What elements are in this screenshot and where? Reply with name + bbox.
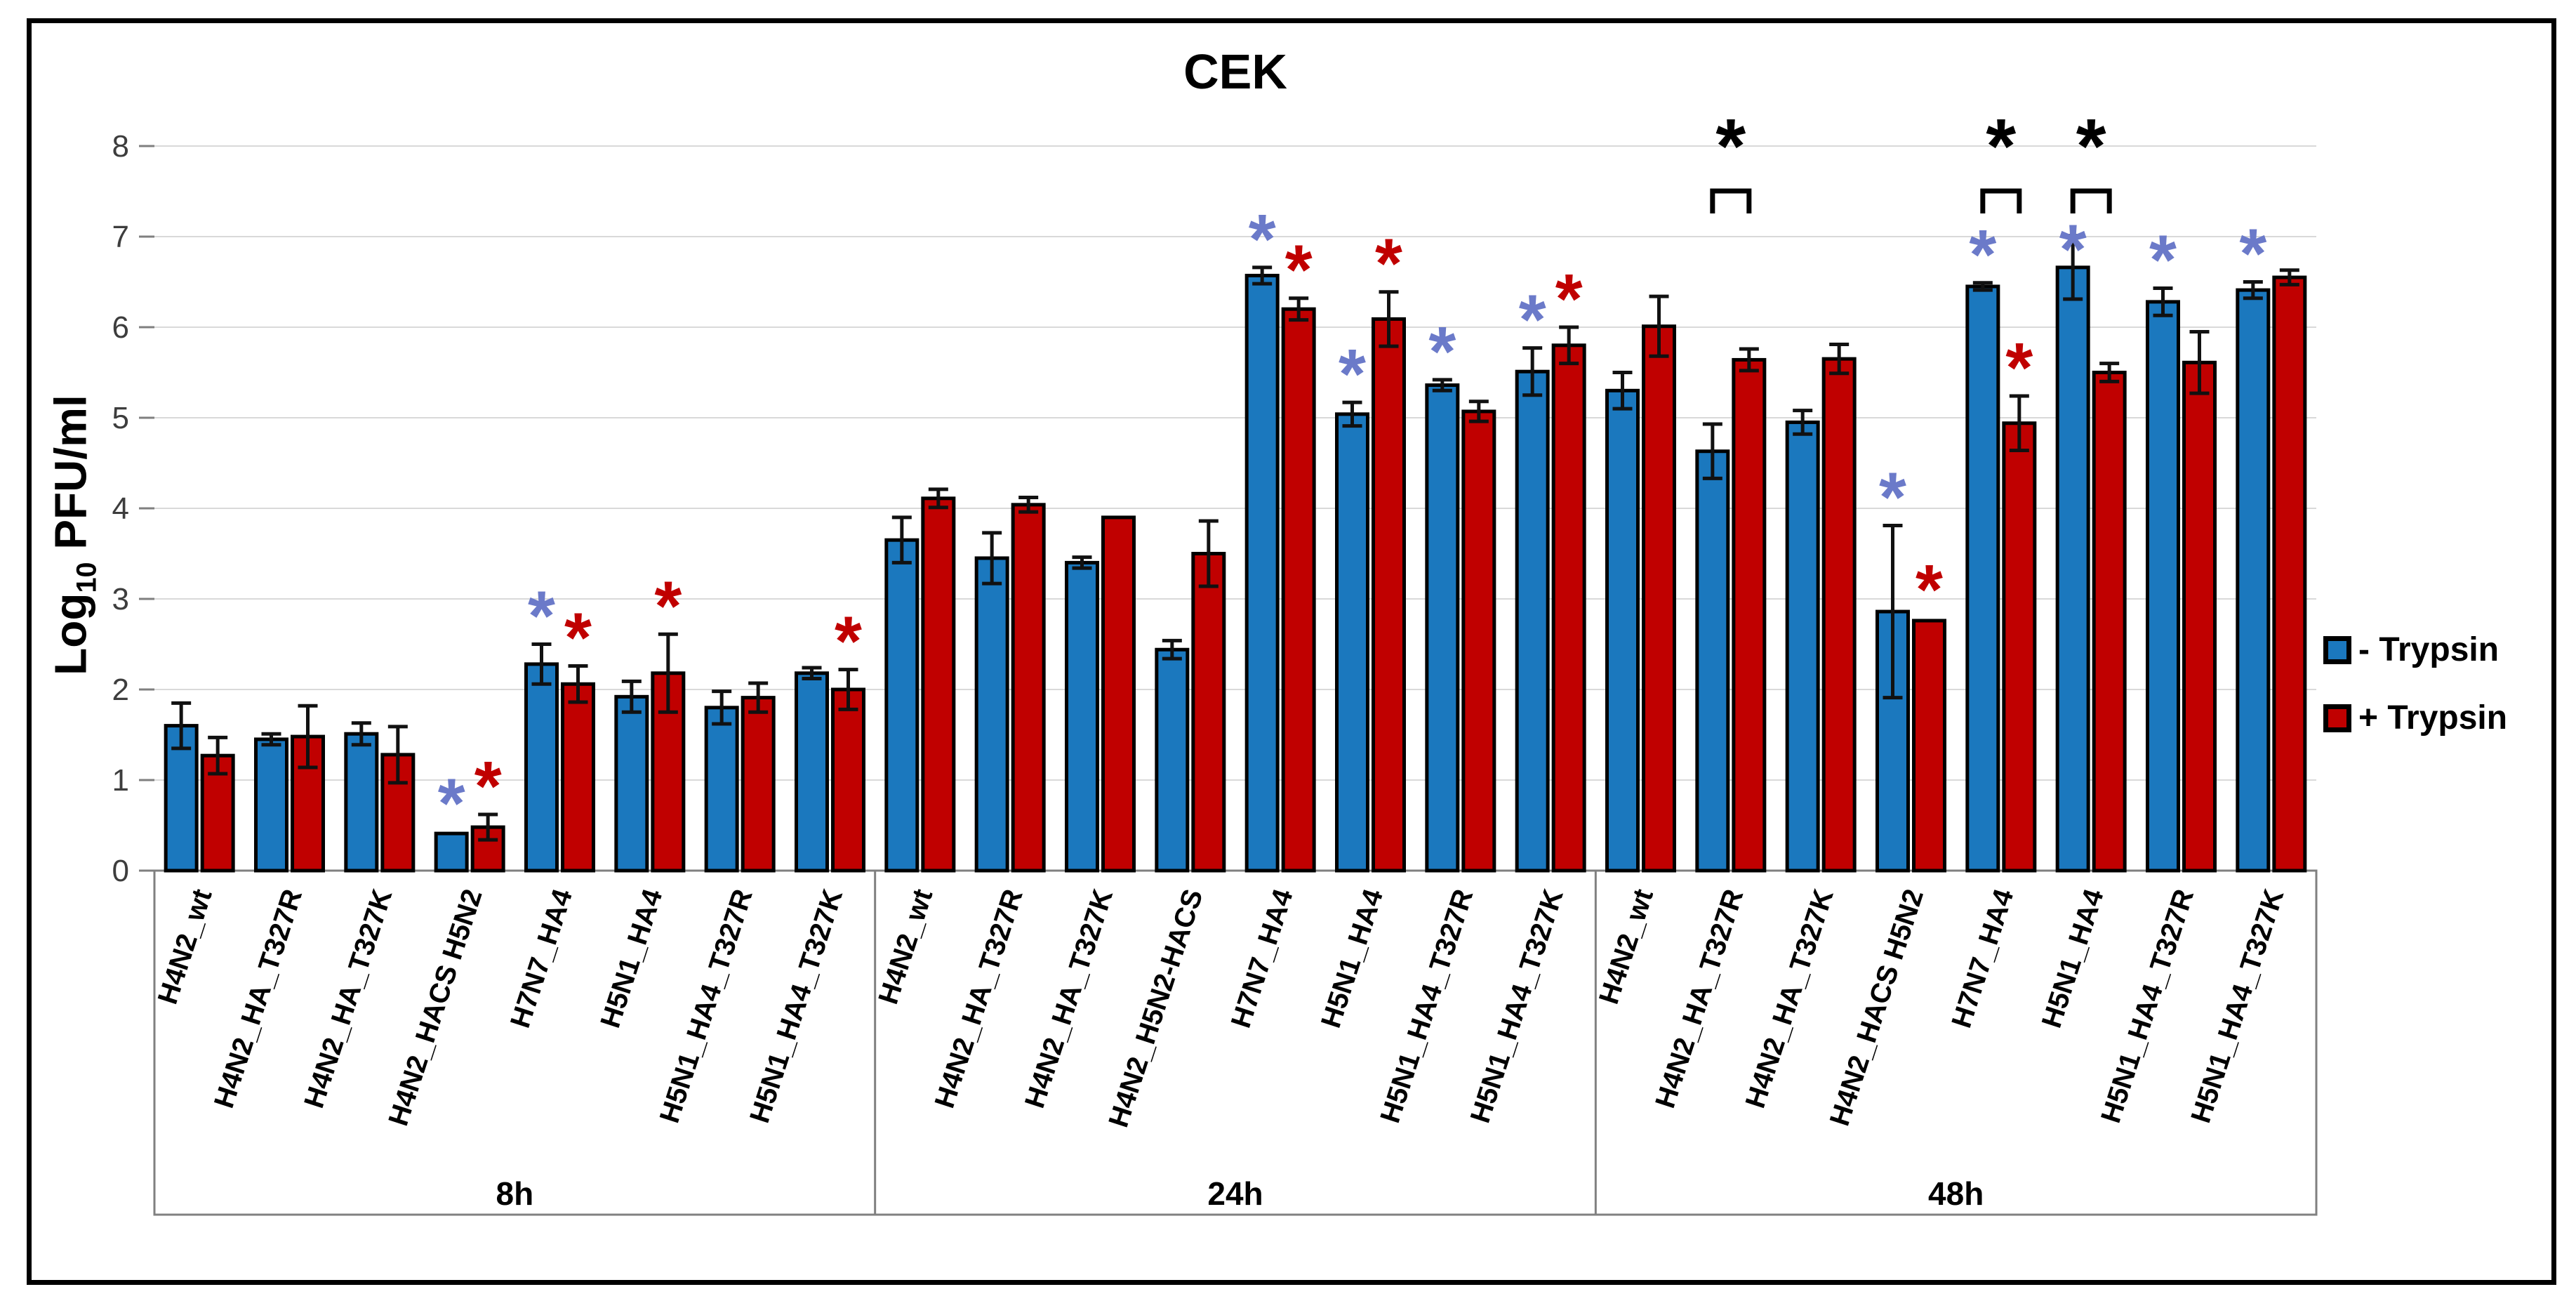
y-axis-title-subscript: 10 [71, 562, 102, 593]
y-tick-label: 6 [112, 310, 129, 345]
significance-asterisk: * [1249, 200, 1276, 279]
significance-bracket [1710, 188, 1752, 213]
significance-asterisk: * [438, 765, 465, 843]
significance-asterisk: * [1519, 281, 1546, 359]
significance-bracket [2070, 188, 2112, 213]
significance-asterisk: * [835, 602, 862, 681]
y-axis-title-units: PFU/ml [45, 395, 96, 562]
bar-plus-trypsin [1101, 515, 1136, 873]
significance-asterisk: * [564, 598, 592, 677]
y-tick-label: 1 [112, 763, 129, 798]
bar-plus-trypsin [561, 682, 595, 873]
figure-border [27, 18, 2556, 1285]
significance-asterisk-black: * [1715, 103, 1746, 190]
y-tick-label: 5 [112, 401, 129, 435]
bar-minus-trypsin [1695, 449, 1730, 873]
bar-minus-trypsin [1425, 383, 1460, 873]
chart-title: CEK [1183, 44, 1287, 99]
significance-bracket [1980, 188, 2022, 213]
bar-minus-trypsin [884, 538, 919, 873]
legend-swatch-minus-trypsin [2323, 635, 2351, 664]
significance-asterisk: * [2149, 221, 2177, 300]
y-tick-label: 0 [112, 854, 129, 888]
significance-asterisk: * [474, 747, 502, 826]
legend-item-plus-trypsin: + Trypsin [2323, 699, 2507, 737]
y-axis-title: Log10 PFU/ml [45, 395, 103, 675]
significance-asterisk: * [528, 577, 555, 656]
bar-minus-trypsin [2146, 300, 2180, 873]
bar-minus-trypsin [1244, 273, 1280, 873]
significance-asterisk: * [1916, 550, 1943, 629]
bar-plus-trypsin [1461, 409, 1496, 873]
significance-asterisk: * [1375, 225, 1402, 303]
significance-asterisk-black: * [1986, 103, 2016, 190]
y-tick-label: 7 [112, 220, 129, 254]
bar-minus-trypsin [974, 556, 1009, 873]
y-tick-label: 3 [112, 582, 129, 616]
bar-plus-trypsin [2272, 275, 2307, 873]
bar-plus-trypsin [2002, 421, 2037, 873]
y-tick-label: 4 [112, 491, 129, 526]
legend-item-minus-trypsin: - Trypsin [2323, 631, 2507, 669]
group-label: 8h [496, 1175, 533, 1212]
category-label-box [153, 869, 2318, 1216]
bar-minus-trypsin [795, 671, 829, 873]
bar-minus-trypsin [1785, 420, 1820, 873]
significance-asterisk: * [1428, 312, 1456, 391]
significance-asterisk: * [1339, 335, 1366, 414]
bar-minus-trypsin [254, 737, 288, 873]
bar-minus-trypsin [2236, 288, 2271, 873]
bar-minus-trypsin [1155, 647, 1190, 873]
significance-asterisk: * [1555, 260, 1583, 338]
y-axis-title-text: Log [45, 593, 96, 675]
bar-plus-trypsin [2182, 360, 2217, 873]
significance-asterisk: * [2059, 211, 2087, 289]
group-label: 24h [1207, 1175, 1263, 1212]
group-label: 48h [1928, 1175, 1984, 1212]
legend-swatch-plus-trypsin [2323, 704, 2351, 732]
bar-minus-trypsin [2055, 265, 2090, 873]
significance-asterisk: * [2239, 215, 2266, 293]
bar-plus-trypsin [1732, 357, 1767, 873]
significance-asterisk: * [1879, 458, 1906, 537]
bar-plus-trypsin [1372, 317, 1406, 873]
bar-plus-trypsin [1912, 619, 1946, 873]
y-tick-label: 2 [112, 673, 129, 707]
bar-minus-trypsin [434, 831, 469, 873]
significance-asterisk: * [2005, 329, 2033, 407]
significance-asterisk: * [1285, 231, 1313, 310]
legend-label-plus-trypsin: + Trypsin [2358, 699, 2508, 737]
bar-minus-trypsin [1515, 369, 1550, 873]
bar-plus-trypsin [2092, 371, 2127, 873]
significance-asterisk: * [654, 567, 682, 645]
legend-label-minus-trypsin: - Trypsin [2358, 631, 2499, 668]
y-tick-label: 8 [112, 129, 129, 164]
significance-asterisk-black: * [2076, 103, 2106, 190]
legend: - Trypsin + Trypsin [2323, 631, 2507, 737]
bar-minus-trypsin [704, 706, 739, 873]
significance-asterisk: * [1969, 216, 1996, 294]
